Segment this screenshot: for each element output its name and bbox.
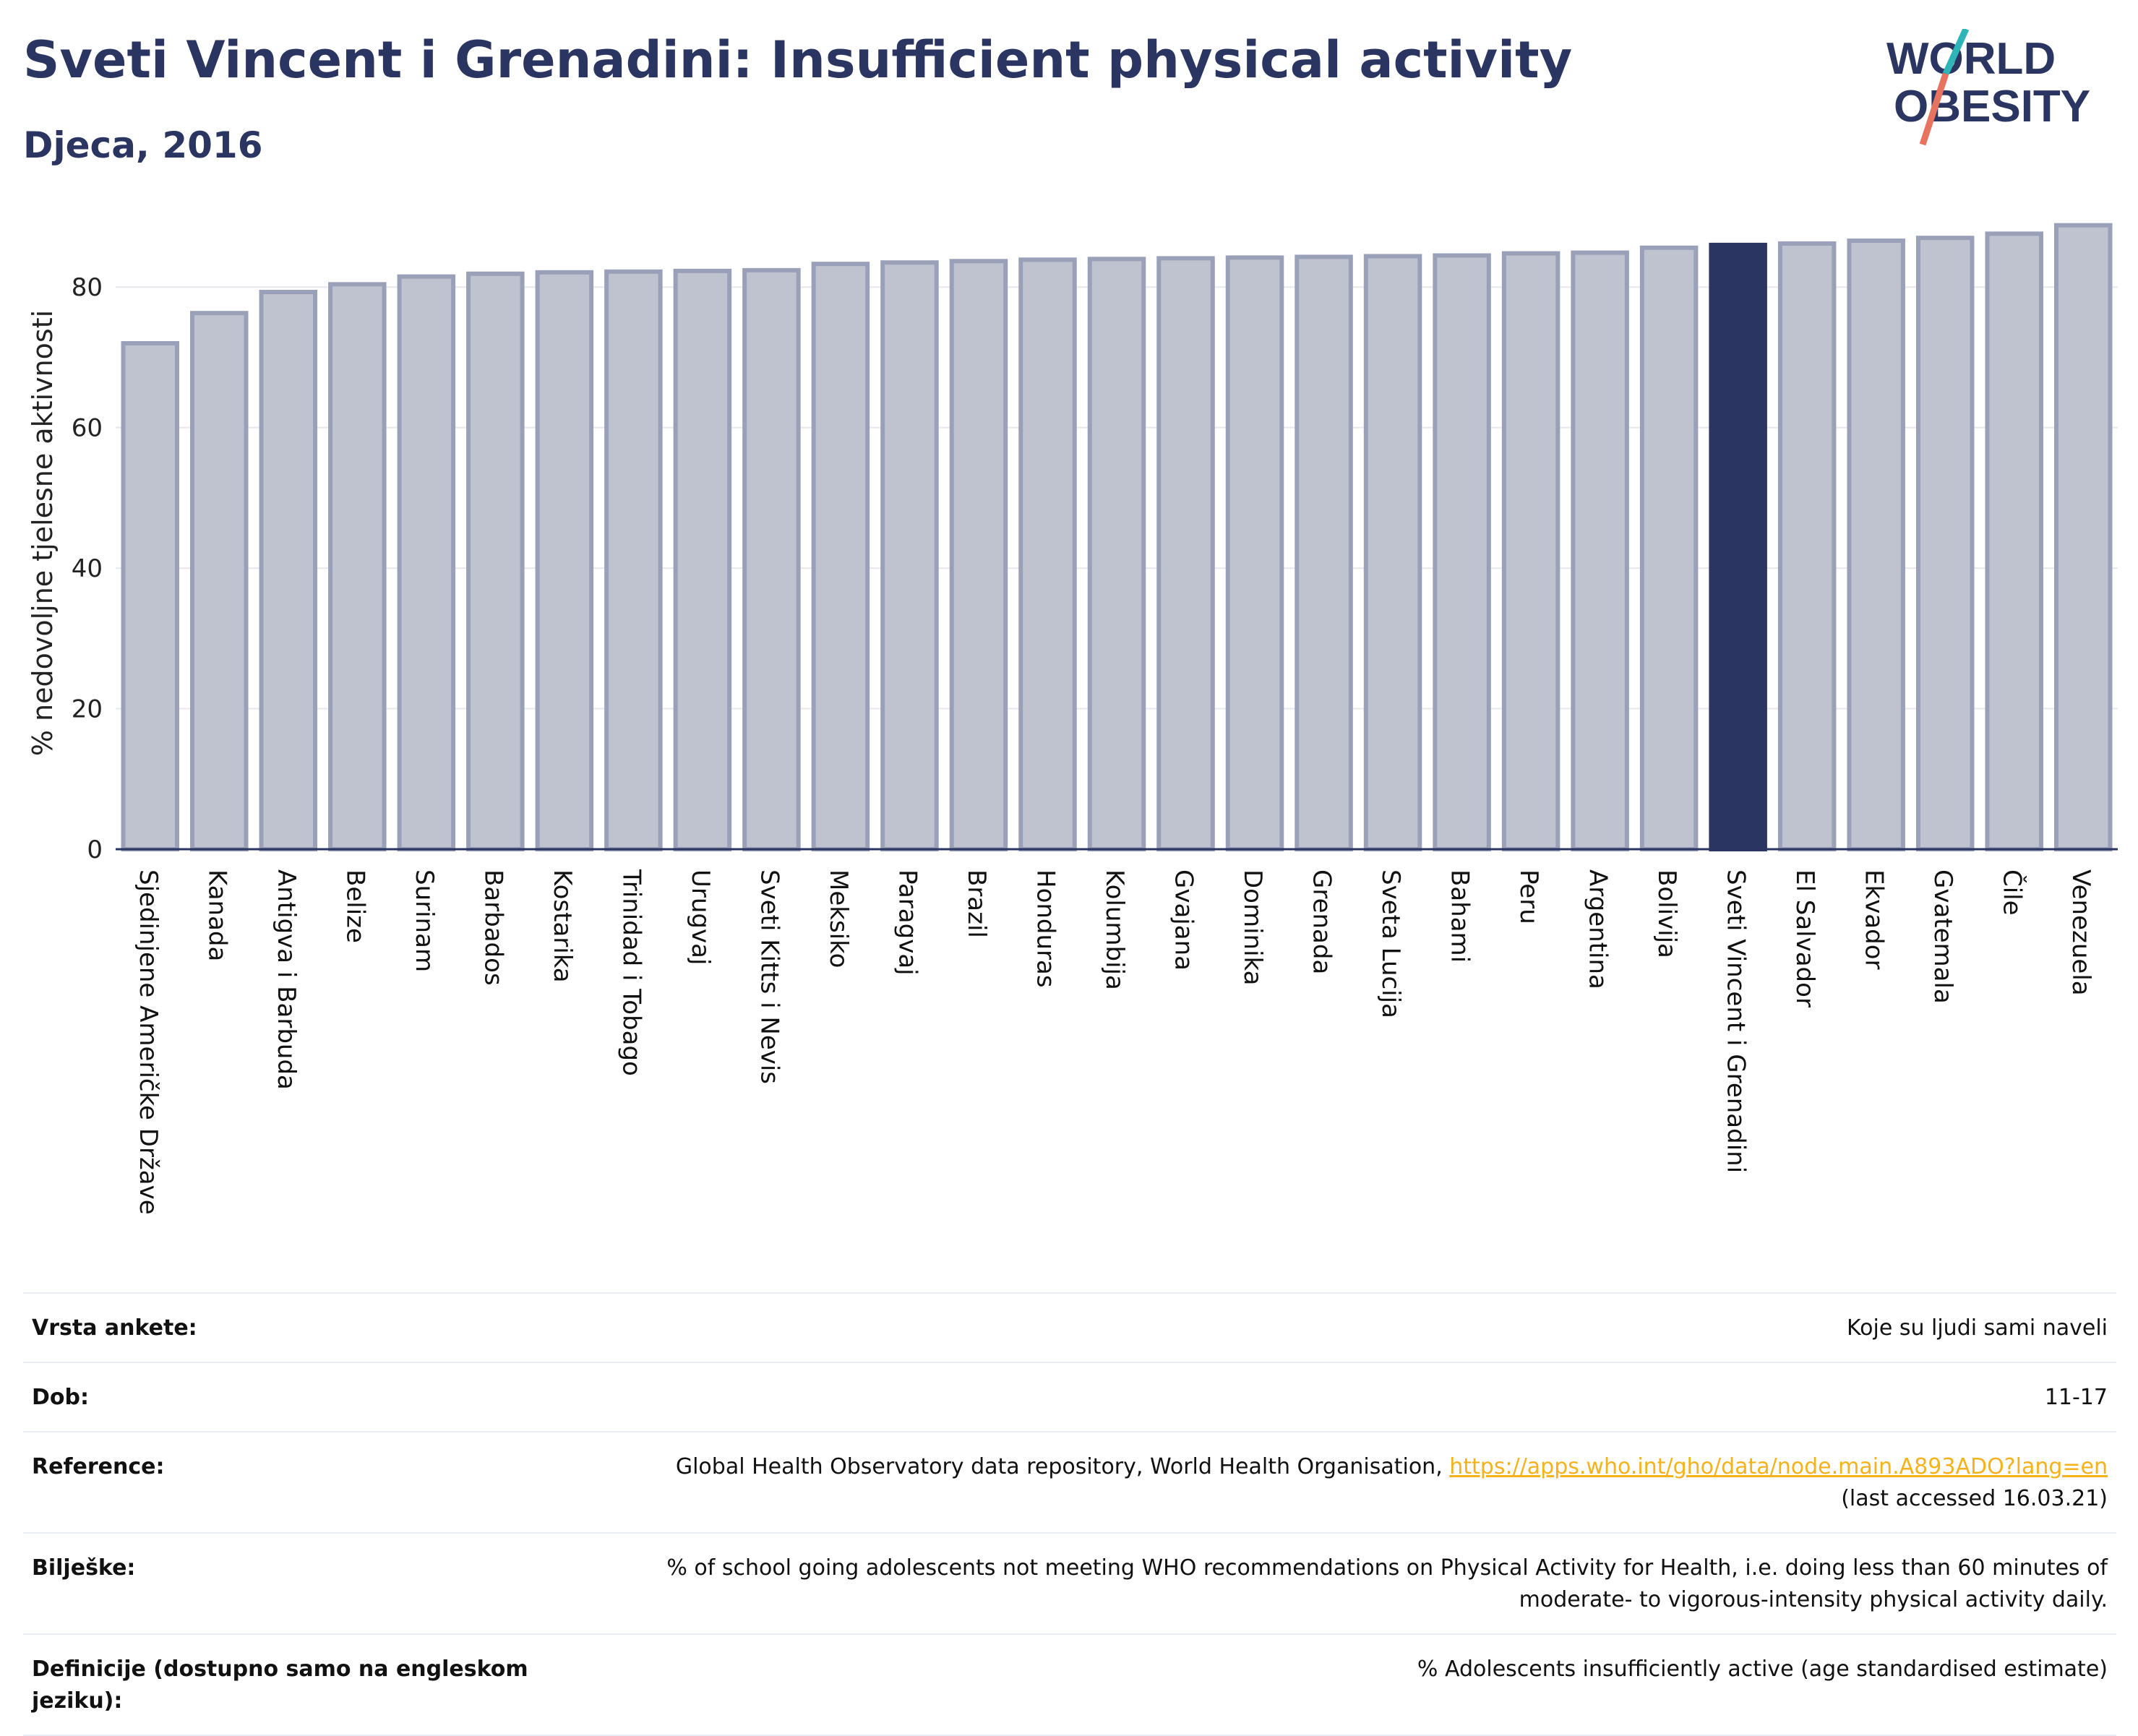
x-tick-label: Gvajana [1169, 869, 1198, 971]
x-tick-label: Venezuela [2066, 869, 2095, 996]
info-row-reference: Reference: Global Health Observatory dat… [23, 1432, 2116, 1534]
x-tick-label: Brazil [962, 869, 991, 938]
x-tick-label: Grenada [1308, 869, 1336, 974]
reference-text: Global Health Observatory data repositor… [675, 1454, 1450, 1479]
survey-label: Vrsta ankete: [32, 1315, 197, 1341]
x-tick-label: Belize [340, 869, 369, 943]
logo-line1: WORLD [1886, 34, 2056, 84]
survey-value: Koje su ljudi sami naveli [1846, 1315, 2108, 1341]
notes-value: % of school going adolescents not meetin… [666, 1555, 2108, 1612]
bar [1018, 257, 1077, 851]
bar [742, 267, 801, 851]
notes-label: Bilješke: [32, 1555, 136, 1581]
x-tick-label: Ekvador [1860, 869, 1889, 970]
age-value: 11-17 [2044, 1385, 2108, 1410]
reference-accessed: (last accessed 16.03.21) [1841, 1486, 2108, 1511]
bar [1225, 255, 1284, 851]
bar [535, 270, 594, 851]
x-tick-label: Urugvaj [686, 869, 715, 965]
bar [397, 274, 456, 851]
bar [1087, 257, 1146, 852]
x-tick-label: Bolivija [1652, 869, 1681, 958]
definitions-value: % Adolescents insufficiently active (age… [1417, 1656, 2108, 1682]
bar [1501, 251, 1560, 851]
y-axis-label: % nedovoljne tjelesne aktivnosti [27, 310, 59, 756]
x-tick-label: Sjedinjene Američke Države [134, 869, 163, 1215]
page-subtitle: Djeca, 2016 [23, 124, 263, 166]
x-tick-label: Sveti Vincent i Grenadini [1722, 869, 1751, 1173]
bar [1915, 236, 1975, 851]
x-tick-label: Sveta Lucija [1376, 869, 1405, 1018]
x-tick-label: Honduras [1031, 869, 1060, 988]
bar [1847, 239, 1905, 851]
bar [1985, 231, 2043, 852]
bar [1639, 245, 1699, 851]
bar [2053, 223, 2113, 851]
x-tick-label: Paragvaj [893, 869, 922, 976]
info-row-notes: Bilješke: % of school going adolescents … [23, 1534, 2116, 1635]
reference-link[interactable]: https://apps.who.int/gho/data/node.main.… [1449, 1454, 2108, 1479]
x-tick-label: Dominika [1238, 869, 1267, 985]
info-row-age: Dob: 11-17 [23, 1363, 2116, 1432]
x-tick-label: Kolumbija [1100, 869, 1129, 990]
bar [673, 268, 732, 852]
x-tick-label: Barbados [478, 869, 507, 986]
x-tick-label: Antigva i Barbuda [272, 869, 301, 1090]
x-tick-label: Kanada [202, 869, 231, 961]
bar-chart: 0 20 40 60 80 % nedovoljne tjelesne aktivnost… [27, 223, 2118, 1215]
x-tick-label: Kostarika [548, 869, 577, 983]
bar [328, 282, 387, 852]
bar [604, 269, 663, 852]
bar [1777, 241, 1837, 851]
x-tick-label: Peru [1514, 869, 1543, 924]
bar [190, 311, 249, 851]
y-tick-label: 40 [72, 554, 103, 583]
age-label: Dob: [32, 1385, 89, 1410]
definitions-label: Definicije (dostupno samo na engleskom j… [32, 1656, 528, 1714]
y-tick-label: 20 [72, 695, 103, 724]
x-tick-label: Sveti Kitts i Nevis [755, 869, 783, 1084]
x-tick-label: Argentina [1584, 869, 1613, 989]
y-tick-label: 80 [72, 273, 103, 302]
x-tick-label: Meksiko [824, 869, 853, 968]
x-tick-label: Trinidad i Tobago [617, 869, 645, 1076]
bar [466, 271, 525, 851]
bar [880, 260, 939, 851]
page-title: Sveti Vincent i Grenadini: Insufficient … [23, 30, 1573, 90]
bar [1571, 250, 1629, 852]
x-tick-label: Gvatemala [1928, 869, 1957, 1004]
bar [1709, 242, 1767, 851]
bar [949, 259, 1008, 851]
y-tick-label: 0 [87, 835, 103, 864]
x-tick-label: El Salvador [1790, 869, 1819, 1007]
bar [1156, 256, 1215, 852]
x-tick-label: Bahami [1446, 869, 1474, 963]
reference-label: Reference: [32, 1454, 165, 1479]
bar [121, 341, 180, 851]
y-tick-label: 60 [72, 414, 103, 443]
x-tick-label: Surinam [410, 869, 439, 972]
bar [259, 290, 318, 851]
bar [1433, 253, 1491, 851]
info-table: Vrsta ankete: Koje su ljudi sami naveli … [23, 1292, 2116, 1736]
info-row-definitions: Definicije (dostupno samo na engleskom j… [23, 1635, 2116, 1736]
reference-value: Global Health Observatory data repositor… [676, 1451, 2108, 1515]
world-obesity-logo: WORLD OBESITY [1886, 29, 2090, 146]
info-row-survey: Vrsta ankete: Koje su ljudi sami naveli [23, 1294, 2116, 1363]
bar [1295, 254, 1353, 851]
bar [811, 262, 870, 851]
x-tick-label: Čile [1998, 869, 2027, 916]
bar [1363, 254, 1422, 851]
